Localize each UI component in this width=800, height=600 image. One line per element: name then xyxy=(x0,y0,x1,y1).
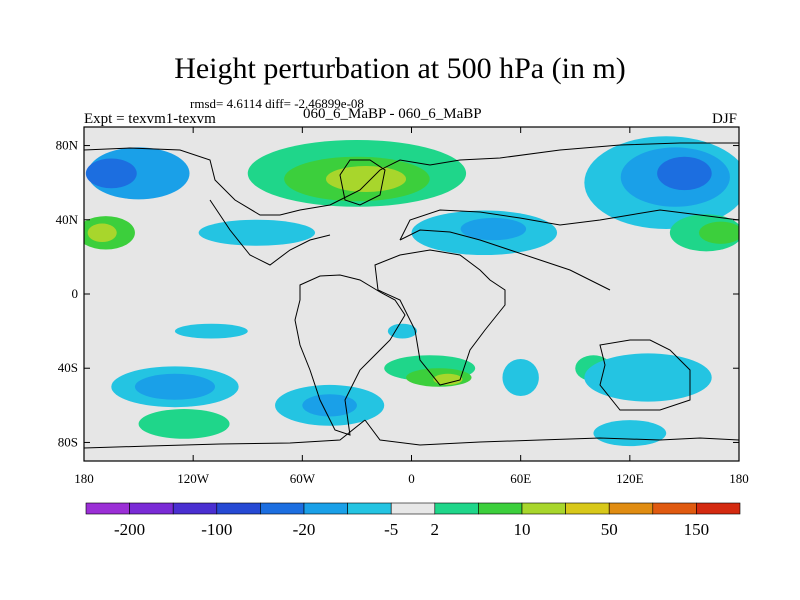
colorbar-swatch-12 xyxy=(608,502,654,515)
contour-fill-19 xyxy=(275,384,385,426)
y-tick-label-1: 40N xyxy=(56,212,79,227)
contour-fill-0 xyxy=(87,147,190,200)
contour-fill-20 xyxy=(302,394,357,417)
x-tick-label-3: 0 xyxy=(408,471,415,486)
colorbar-swatch-2 xyxy=(172,502,218,515)
stats-label: rmsd= 4.6114 diff= -2.46899e-08 xyxy=(190,96,364,111)
contour-fill-10 xyxy=(584,136,739,230)
experiment-label: Expt = texvm1-texvm xyxy=(84,111,216,127)
contour-fills xyxy=(84,136,739,447)
plot-frame xyxy=(83,126,740,462)
colorbar-label-3: -5 xyxy=(384,520,398,539)
contour-fill-3 xyxy=(87,223,117,243)
colorbar-swatch-9 xyxy=(478,502,523,515)
contour-fill-9 xyxy=(460,217,527,241)
x-tick-label-0: 180 xyxy=(74,471,94,486)
y-tick-label-0: 80N xyxy=(56,138,79,153)
colorbar-swatch-7 xyxy=(390,502,436,515)
contour-fill-13 xyxy=(669,214,739,252)
x-tick-label-4: 60E xyxy=(510,471,531,486)
colorbar-label-6: 50 xyxy=(601,520,618,539)
coastlines xyxy=(84,142,739,449)
contour-fill-11 xyxy=(620,147,730,207)
contour-fill-25 xyxy=(387,323,417,339)
case-label: 060_6_MaBP - 060_6_MaBP xyxy=(303,106,482,122)
contour-fill-26 xyxy=(575,355,612,382)
colorbar-swatch-14 xyxy=(696,502,741,515)
x-tick-label-1: 120W xyxy=(177,471,210,486)
colorbar-label-4: 2 xyxy=(431,520,440,539)
y-tick-label-3: 40S xyxy=(58,360,78,375)
colorbar-swatch-8 xyxy=(434,502,479,515)
contour-fill-4 xyxy=(247,139,467,207)
x-tick-label-5: 120E xyxy=(616,471,644,486)
plot-background xyxy=(84,127,739,461)
y-tick-label-4: 80S xyxy=(58,434,78,449)
contour-fill-16 xyxy=(111,366,239,408)
contour-fill-5 xyxy=(284,156,430,202)
x-axis: 180 120W 60W 0 60E 120E 180 xyxy=(74,127,749,486)
contour-fill-18 xyxy=(138,409,230,439)
colorbar-swatch-0 xyxy=(85,502,130,515)
contour-fill-8 xyxy=(411,210,558,256)
colorbar-swatch-5 xyxy=(303,502,348,515)
contour-fill-21 xyxy=(384,355,476,382)
contour-fill-7 xyxy=(198,219,316,246)
colorbar-label-1: -100 xyxy=(201,520,232,539)
x-tick-label-2: 60W xyxy=(290,471,316,486)
y-axis: 80N 40N 0 40S 80S xyxy=(56,138,739,449)
contour-fill-27 xyxy=(584,353,712,402)
colorbar-swatch-11 xyxy=(565,502,610,515)
contour-fill-1 xyxy=(85,158,137,189)
colorbar-swatch-10 xyxy=(521,502,566,515)
colorbar-swatch-1 xyxy=(129,502,174,515)
colorbar-swatch-13 xyxy=(652,502,697,515)
contour-fill-12 xyxy=(657,156,712,191)
contour-fill-24 xyxy=(502,358,539,397)
chart-title: Height perturbation at 500 hPa (in m) xyxy=(174,52,626,85)
colorbar-label-0: -200 xyxy=(114,520,145,539)
y-tick-label-2: 0 xyxy=(72,286,79,301)
colorbar-swatch-4 xyxy=(260,502,305,515)
colorbar-label-2: -20 xyxy=(293,520,316,539)
contour-fill-17 xyxy=(134,373,216,400)
x-tick-label-6: 180 xyxy=(729,471,749,486)
contour-fill-22 xyxy=(406,368,472,387)
contour-fill-23 xyxy=(433,373,463,385)
contour-fill-6 xyxy=(325,165,407,192)
colorbar-swatch-3 xyxy=(216,502,261,515)
season-label: DJF xyxy=(712,111,738,127)
contour-fill-15 xyxy=(174,323,248,339)
contour-fill-2 xyxy=(84,216,135,250)
colorbar-label-7: 150 xyxy=(684,520,710,539)
colorbar-swatch-6 xyxy=(347,502,392,515)
colorbar-label-5: 10 xyxy=(514,520,531,539)
contour-fill-28 xyxy=(593,420,667,447)
contour-fill-14 xyxy=(698,221,739,244)
colorbar: -200 -100 -20 -5 2 10 50 150 xyxy=(85,502,741,539)
